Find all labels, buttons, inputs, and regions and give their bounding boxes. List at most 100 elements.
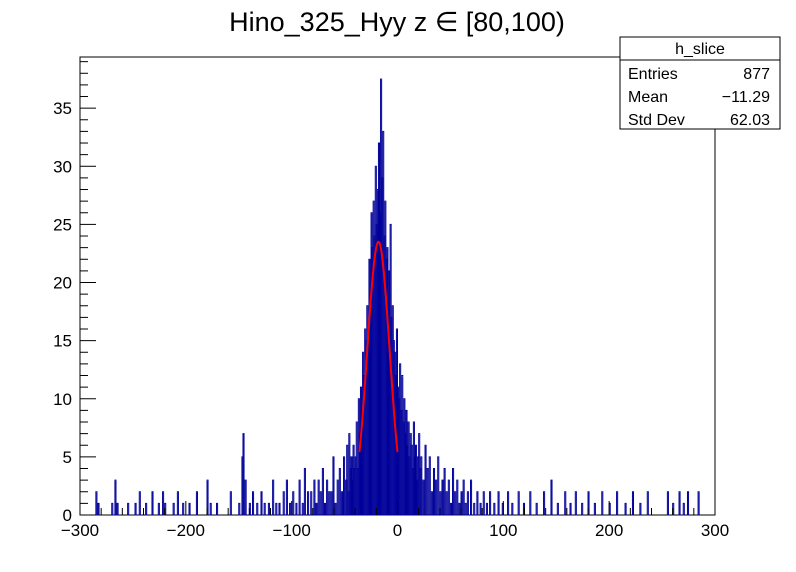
histogram-bin-165 bbox=[511, 502, 514, 516]
stats-stddev-value: 62.03 bbox=[730, 112, 770, 129]
histogram-bin-27 bbox=[252, 491, 255, 516]
histogram-bin-59 bbox=[343, 456, 346, 516]
histogram-bin-24 bbox=[242, 433, 245, 516]
histogram-bin-56 bbox=[336, 479, 339, 516]
histogram-bin-6 bbox=[134, 502, 137, 516]
histogram-bin-184 bbox=[639, 502, 642, 516]
histogram-bin-41 bbox=[301, 502, 304, 516]
histogram-bin-43 bbox=[307, 491, 310, 516]
histogram-bin-48 bbox=[319, 491, 322, 516]
histogram-bin-36 bbox=[285, 479, 288, 516]
histogram-bin-0 bbox=[95, 491, 98, 516]
histogram-bin-181 bbox=[616, 491, 619, 516]
stats-entries-label: Entries bbox=[628, 66, 678, 83]
histogram-bin-186 bbox=[666, 491, 669, 516]
histogram-bin-7 bbox=[138, 491, 141, 516]
histogram-bin-139 bbox=[437, 456, 440, 516]
histogram-bin-32 bbox=[272, 479, 275, 516]
histogram-bin-168 bbox=[529, 491, 532, 516]
histogram-bin-47 bbox=[317, 479, 320, 516]
histogram-bin-147 bbox=[454, 491, 457, 516]
histogram-bin-34 bbox=[278, 502, 281, 516]
histogram-bin-141 bbox=[441, 479, 444, 516]
histogram-bin-11 bbox=[162, 491, 165, 516]
stats-stddev-label: Std Dev bbox=[628, 112, 685, 129]
histogram-bin-136 bbox=[430, 491, 433, 516]
fit-curve bbox=[358, 240, 399, 453]
histogram-bin-28 bbox=[256, 502, 259, 516]
y-tick-label: 0 bbox=[63, 506, 72, 525]
histogram-bin-188 bbox=[678, 491, 681, 516]
histogram-bin-13 bbox=[172, 502, 175, 516]
fit-layer bbox=[358, 240, 399, 453]
histogram-bin-177 bbox=[587, 491, 590, 516]
histogram-bin-20 bbox=[216, 502, 219, 516]
histogram-bin-3 bbox=[114, 479, 117, 516]
histogram-bin-52 bbox=[328, 491, 331, 516]
histogram-bin-16 bbox=[188, 502, 191, 516]
histogram-bin-54 bbox=[332, 456, 335, 516]
histogram-bin-57 bbox=[338, 468, 341, 516]
histogram-bin-154 bbox=[470, 479, 473, 516]
histogram-bin-157 bbox=[479, 502, 482, 516]
y-tick-label: 15 bbox=[53, 332, 72, 351]
x-axis: −300 −200 −100 0 100 200 300 bbox=[61, 501, 729, 540]
histogram-bin-132 bbox=[422, 479, 425, 516]
histogram-bin-39 bbox=[295, 502, 298, 516]
histogram-bin-131 bbox=[420, 456, 423, 516]
histogram-bin-185 bbox=[646, 491, 649, 516]
histogram-bin-183 bbox=[631, 491, 635, 516]
histogram-bin-51 bbox=[326, 479, 329, 516]
histogram-bin-22 bbox=[238, 502, 241, 516]
x-tick-label: −300 bbox=[61, 521, 99, 540]
histogram-bin-153 bbox=[466, 491, 469, 516]
histogram-bin-138 bbox=[435, 479, 438, 516]
histogram-bin-146 bbox=[452, 468, 455, 516]
histogram-bin-172 bbox=[556, 502, 559, 516]
histogram-bin-10 bbox=[157, 502, 160, 516]
histogram-bin-21 bbox=[229, 491, 232, 516]
histogram-bin-14 bbox=[176, 491, 179, 516]
histogram-bin-30 bbox=[263, 502, 266, 516]
histogram-bin-44 bbox=[310, 491, 313, 516]
histogram-bin-182 bbox=[624, 502, 627, 516]
histogram-bin-152 bbox=[464, 502, 467, 516]
histogram-bin-135 bbox=[428, 456, 431, 516]
histogram-bin-166 bbox=[517, 491, 520, 516]
y-tick-label: 20 bbox=[53, 274, 72, 293]
histogram-bin-58 bbox=[340, 491, 343, 516]
histogram-bin-8 bbox=[145, 502, 148, 516]
histogram-bin-145 bbox=[449, 502, 452, 516]
stats-mean-value: −11.29 bbox=[722, 89, 770, 106]
histogram-bin-149 bbox=[458, 502, 461, 516]
histogram-bin-38 bbox=[292, 491, 295, 516]
histogram-bin-155 bbox=[473, 502, 476, 516]
histogram-bin-140 bbox=[439, 491, 442, 516]
x-tick-label: 0 bbox=[393, 521, 402, 540]
histogram-bin-164 bbox=[507, 491, 510, 516]
stats-box-frame bbox=[619, 36, 781, 130]
histogram-bin-42 bbox=[303, 468, 306, 516]
histogram-bin-156 bbox=[476, 491, 479, 516]
y-tick-label: 5 bbox=[63, 448, 72, 467]
x-tick-label: 100 bbox=[489, 521, 517, 540]
histogram-bin-159 bbox=[485, 502, 488, 516]
histogram-bin-175 bbox=[574, 491, 577, 516]
histogram-bin-137 bbox=[432, 468, 436, 516]
histogram-bin-35 bbox=[282, 491, 285, 516]
histogram-bin-160 bbox=[489, 491, 492, 516]
histogram-bin-169 bbox=[535, 502, 538, 516]
histogram-bin-55 bbox=[334, 502, 337, 516]
histogram-bin-40 bbox=[298, 479, 301, 516]
histogram-bin-5 bbox=[127, 502, 130, 516]
histogram-bin-61 bbox=[346, 444, 349, 516]
x-tick-label: 300 bbox=[701, 521, 729, 540]
histogram-bin-49 bbox=[321, 468, 324, 516]
histogram-bin-150 bbox=[460, 491, 463, 516]
stats-mean-label: Mean bbox=[628, 89, 668, 106]
histogram-bin-31 bbox=[267, 502, 270, 516]
histogram-bin-143 bbox=[445, 491, 448, 516]
x-tick-label: 200 bbox=[595, 521, 623, 540]
histogram-bin-173 bbox=[564, 491, 567, 516]
